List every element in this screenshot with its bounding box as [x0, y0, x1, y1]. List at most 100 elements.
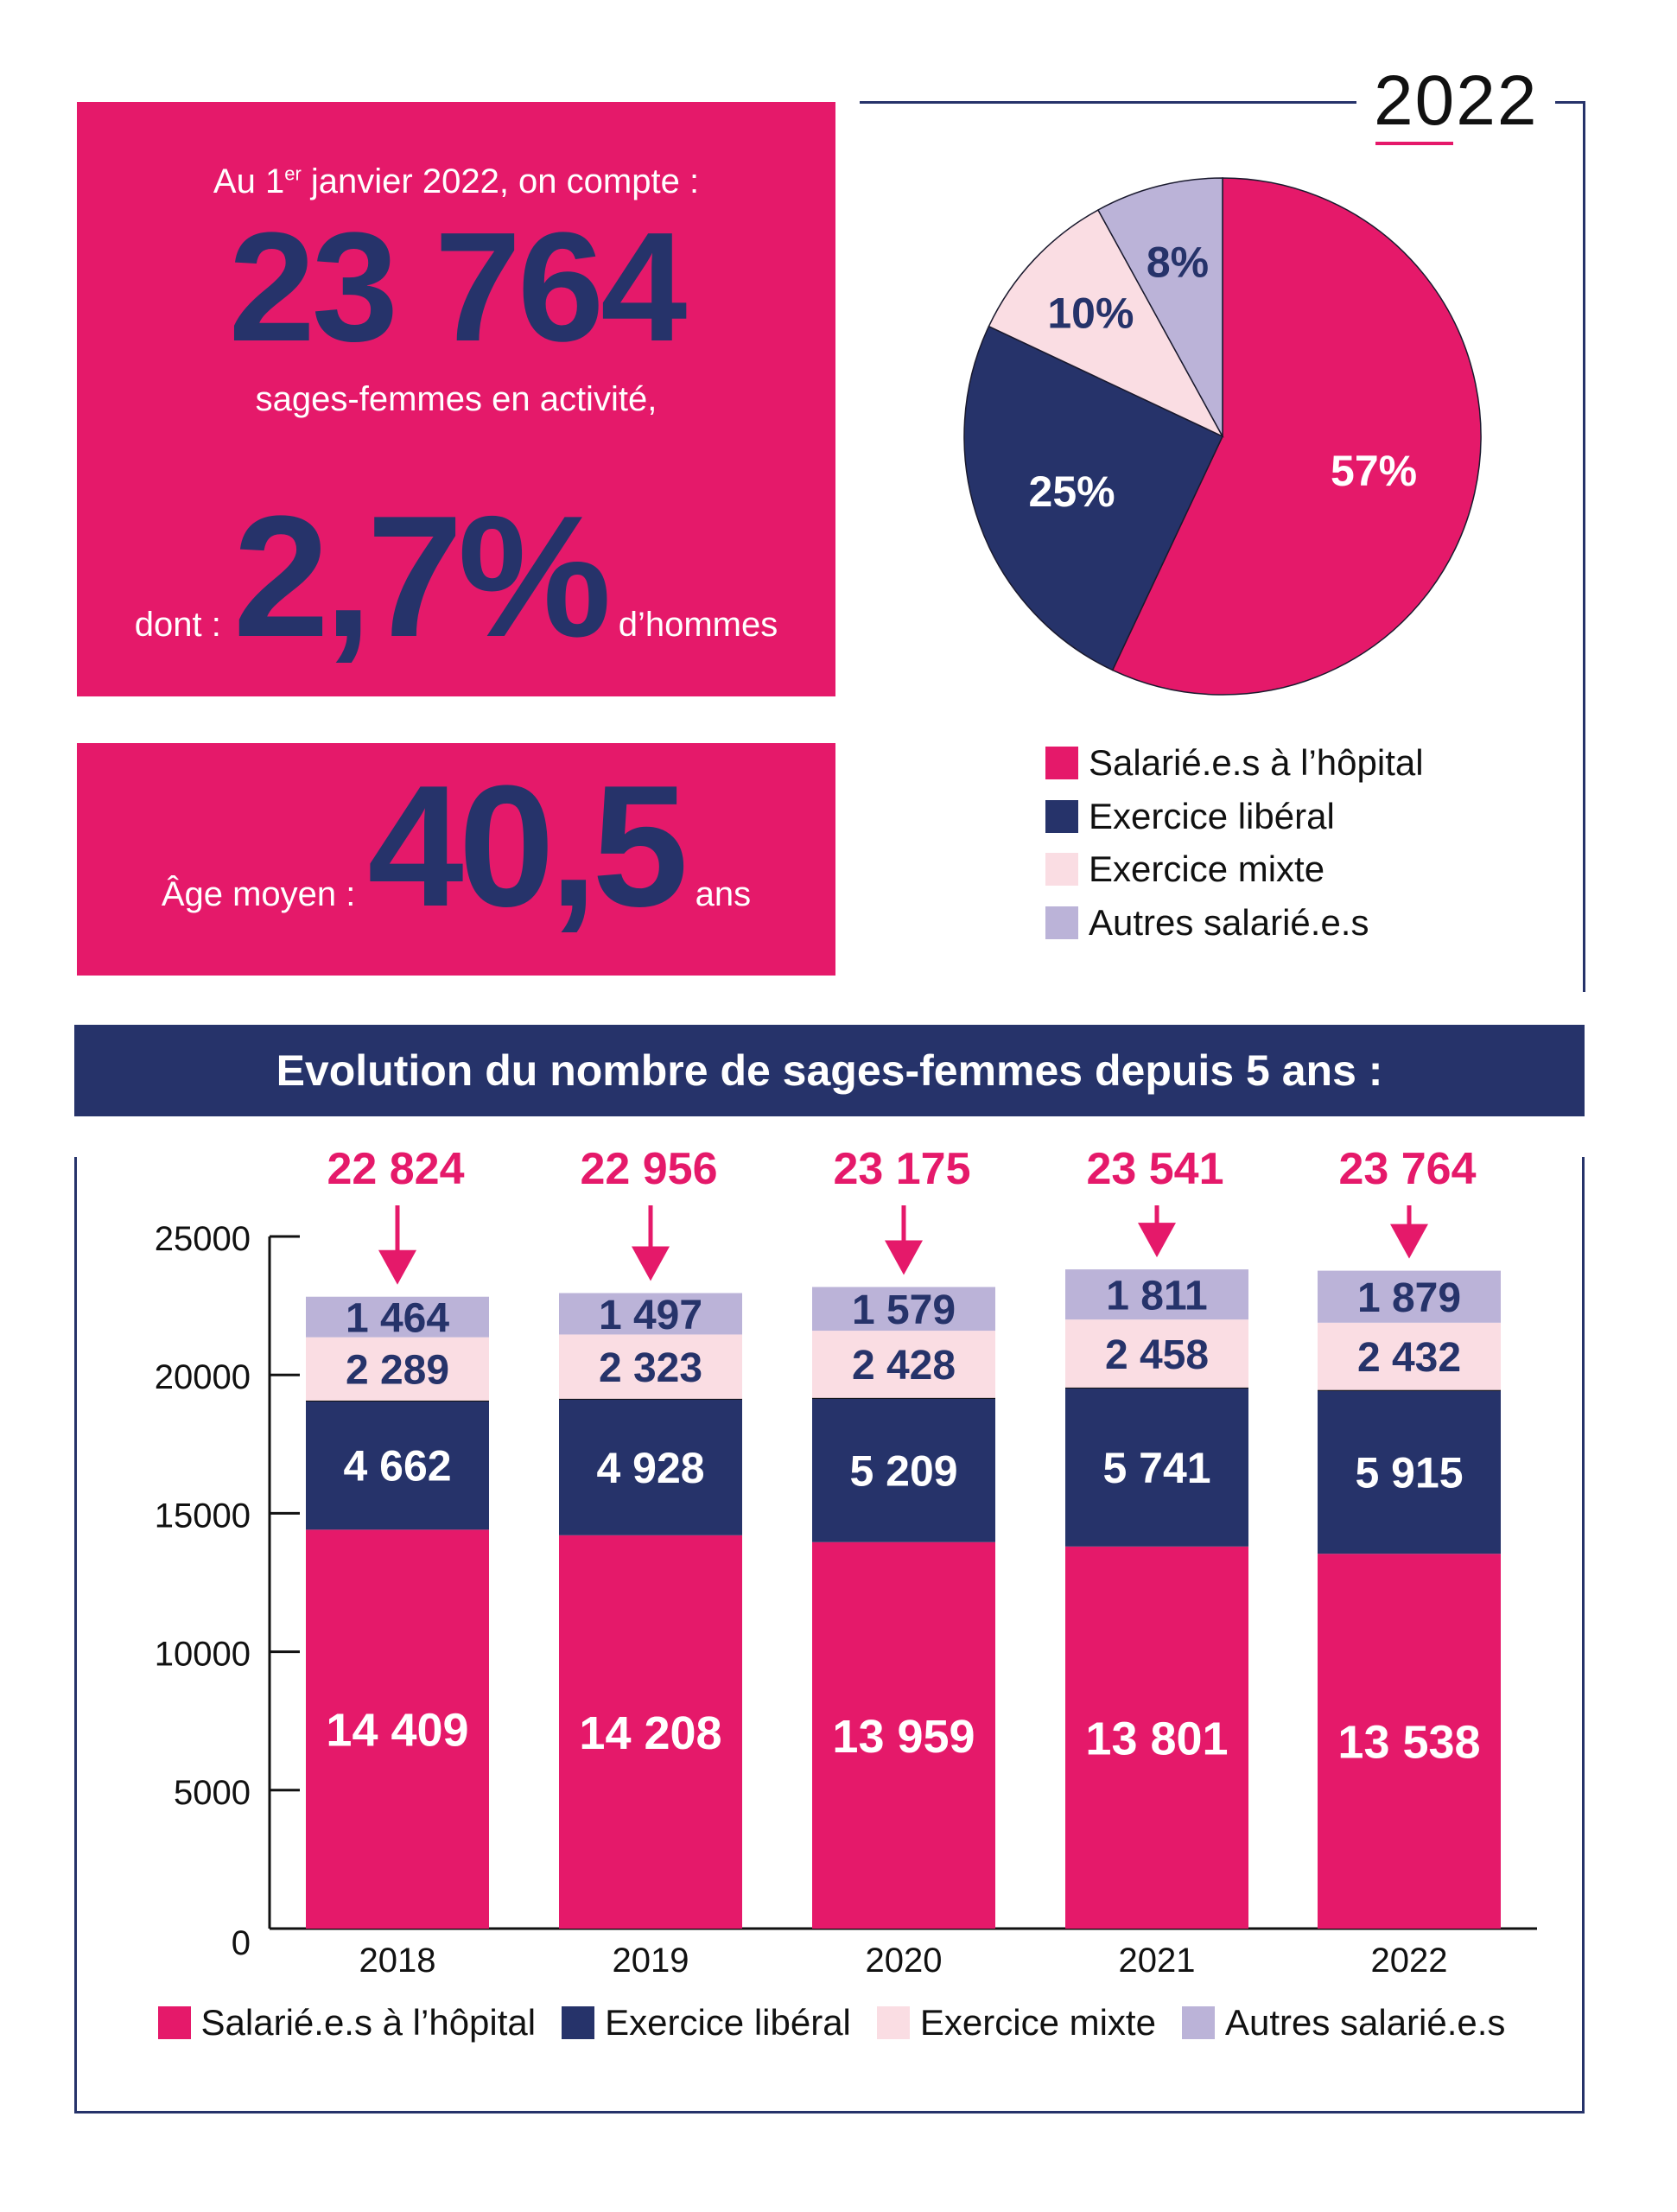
pie-slice-autres	[1096, 177, 1223, 437]
bar-value-label: 13 959	[832, 1711, 975, 1763]
legend-label: Exercice libéral	[1089, 795, 1335, 836]
bar-segment-mixte-2021	[1065, 1319, 1248, 1388]
total-label: 23 764	[1338, 1144, 1476, 1194]
arrow-head-icon	[1138, 1223, 1176, 1258]
bar-segment-autres-2021	[1065, 1269, 1248, 1320]
bar-value-label: 2 428	[852, 1343, 956, 1389]
age-prefix: Âge moyen :	[161, 875, 356, 913]
bar-value-label: 2 323	[599, 1345, 702, 1391]
legend-label: Exercice libéral	[605, 2002, 851, 2043]
pie-slice-mixte	[988, 208, 1224, 438]
pie-chart: 57% 25% 10% 8%	[963, 177, 1482, 696]
total-label: 22 956	[580, 1144, 717, 1194]
bar-segment-autres-2018	[306, 1296, 489, 1338]
stacked-bar-chart: 0 5000 10000 15000 20000 25000 14 409 4 662 2 28…	[155, 1144, 1537, 1980]
pie-label-hopital: 57%	[1331, 447, 1417, 495]
legend-swatch	[562, 2006, 595, 2040]
age-value: 40,5	[367, 750, 688, 943]
bar-segment-autres-2019	[559, 1293, 742, 1335]
men-share-value: 2,7%	[232, 480, 612, 673]
age-stat-panel: Âge moyen : 40,5 ans	[77, 743, 835, 976]
bar-segment-autres-2020	[812, 1287, 995, 1332]
legend-swatch	[1181, 2006, 1215, 2040]
age-suffix: ans	[695, 875, 752, 913]
pie-legend-item-mixte: Exercice mixte	[1045, 849, 1324, 889]
bar-segment-mixte-2018	[306, 1337, 489, 1401]
legend-swatch	[1045, 906, 1078, 939]
bar-value-label: 5 741	[1102, 1444, 1210, 1492]
bar-value-label: 14 409	[326, 1705, 468, 1757]
bar-value-label: 13 538	[1337, 1717, 1480, 1769]
age-row: Âge moyen : 40,5 ans	[77, 760, 835, 933]
legend-label: Exercice mixte	[919, 2002, 1156, 2043]
pie-label-mixte: 10%	[1047, 289, 1134, 338]
total-stat-panel: Au 1er janvier 2022, on compte : 23 764 …	[77, 102, 835, 696]
total-caption: sages-femmes en activité,	[255, 380, 657, 418]
bar-legend-item-mixte: Exercice mixte	[876, 2002, 1156, 2043]
legend-swatch	[157, 2006, 191, 2040]
x-tick-label: 2022	[1371, 1942, 1448, 1980]
pie-legend-item-autres: Autres salarié.e.s	[1045, 901, 1369, 943]
men-share-row: dont : 2,7% d’hommes	[77, 491, 835, 664]
intro-text: Au 1er janvier 2022, on compte :	[213, 162, 700, 200]
legend-swatch	[1045, 747, 1078, 780]
frame-line-right-bottom	[1582, 1157, 1585, 2113]
bar-segment-liberal-2022	[1318, 1389, 1501, 1554]
bar-legend-item-liberal: Exercice libéral	[562, 2002, 851, 2043]
men-suffix: d’hommes	[618, 606, 778, 644]
total-midwives: 23 764	[228, 200, 688, 374]
legend-swatch	[876, 2006, 910, 2040]
bar-segment-liberal-2019	[559, 1398, 742, 1535]
arrow-head-icon	[378, 1249, 416, 1285]
bar-value-label: 1 464	[346, 1295, 449, 1341]
y-tick-label: 15000	[155, 1497, 251, 1535]
pie-label-liberal: 25%	[1029, 467, 1115, 516]
y-tick-label: 10000	[155, 1636, 251, 1674]
bar-segment-liberal-2018	[306, 1400, 489, 1530]
frame-line-top	[860, 101, 1356, 104]
bar-segment-hopital-2022	[1318, 1554, 1501, 1929]
men-prefix: dont :	[134, 606, 221, 644]
bar-segment-mixte-2019	[559, 1334, 742, 1399]
legend-label: Autres salarié.e.s	[1089, 901, 1369, 943]
bar-segment-autres-2022	[1318, 1270, 1501, 1323]
bar-value-label: 1 579	[852, 1287, 956, 1333]
bar-value-label: 5 915	[1355, 1448, 1463, 1497]
legend-label: Salarié.e.s à l’hôpital	[200, 2002, 537, 2043]
bar-segment-mixte-2020	[812, 1331, 995, 1398]
bar-segment-liberal-2020	[812, 1397, 995, 1542]
bar-value-label: 4 662	[343, 1442, 451, 1491]
pie-year: 2022	[1374, 61, 1539, 140]
frame-line-bottom	[74, 2111, 1585, 2113]
bar-value-label: 2 432	[1357, 1335, 1461, 1381]
arrow-head-icon	[1390, 1224, 1428, 1259]
frame-line-top-right	[1555, 101, 1585, 104]
y-tick-label: 0	[232, 1924, 251, 1962]
chart-title-banner: Evolution du nombre de sages-femmes depu…	[74, 1025, 1585, 1116]
bar-value-label: 13 801	[1085, 1713, 1228, 1764]
bar-value-label: 14 208	[579, 1707, 721, 1759]
legend-swatch	[1045, 853, 1078, 887]
y-tick-label: 25000	[155, 1220, 251, 1258]
pie-legend-item-hopital: Salarié.e.s à l’hôpital	[1045, 742, 1424, 783]
legend-label: Autres salarié.e.s	[1224, 2002, 1506, 2043]
pie-label-autres: 8%	[1147, 238, 1209, 286]
arrow-head-icon	[885, 1240, 923, 1275]
bar-legend: Salarié.e.s à l’hôpital Exercice libéral E…	[86, 2002, 1577, 2043]
legend-label: Exercice mixte	[1089, 849, 1325, 889]
y-tick-label: 5000	[174, 1774, 251, 1812]
bar-value-label: 1 811	[1106, 1273, 1207, 1319]
bar-legend-item-autres: Autres salarié.e.s	[1181, 2002, 1506, 2043]
bar-segment-hopital-2018	[306, 1529, 489, 1929]
bar-value-label: 1 497	[599, 1293, 702, 1338]
bar-legend-item-hopital: Salarié.e.s à l’hôpital	[157, 2002, 537, 2043]
x-tick-label: 2020	[866, 1942, 943, 1980]
bar-segment-mixte-2022	[1318, 1322, 1501, 1390]
legend-swatch	[1045, 799, 1078, 833]
y-tick-label: 20000	[155, 1358, 251, 1396]
bar-segment-hopital-2021	[1065, 1546, 1248, 1929]
bar-segment-liberal-2021	[1065, 1387, 1248, 1547]
pie-slice-liberal	[963, 325, 1223, 671]
arrow-head-icon	[632, 1246, 670, 1281]
year-underline	[1375, 142, 1453, 145]
